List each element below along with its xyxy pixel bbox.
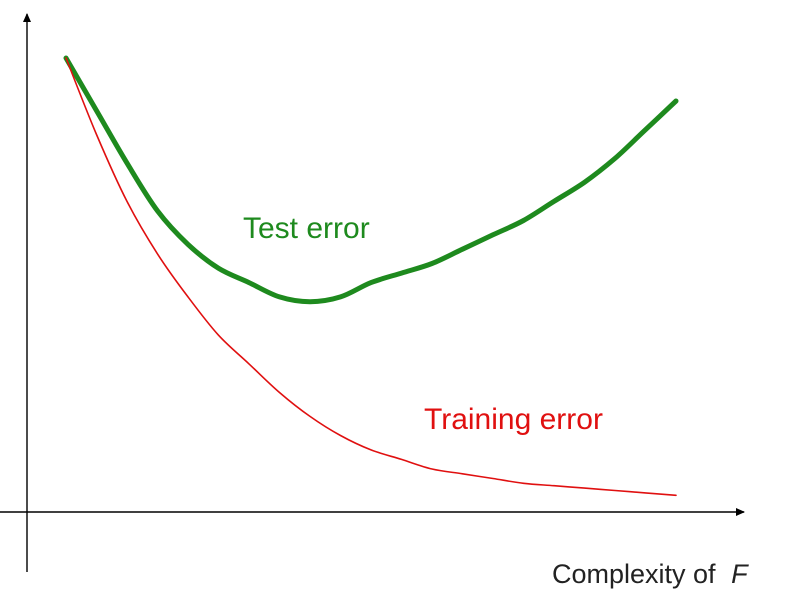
x-axis-label-variable: F [731, 559, 749, 589]
x-axis-label: Complexity of F [552, 559, 749, 589]
series-line-training-error [65, 57, 677, 497]
series-layer [63, 55, 679, 497]
x-axis-label-text: Complexity of [552, 559, 716, 589]
training-error-label: Training error [424, 403, 603, 436]
series-line-test-error [63, 55, 679, 305]
test-error-label: Test error [243, 212, 370, 245]
